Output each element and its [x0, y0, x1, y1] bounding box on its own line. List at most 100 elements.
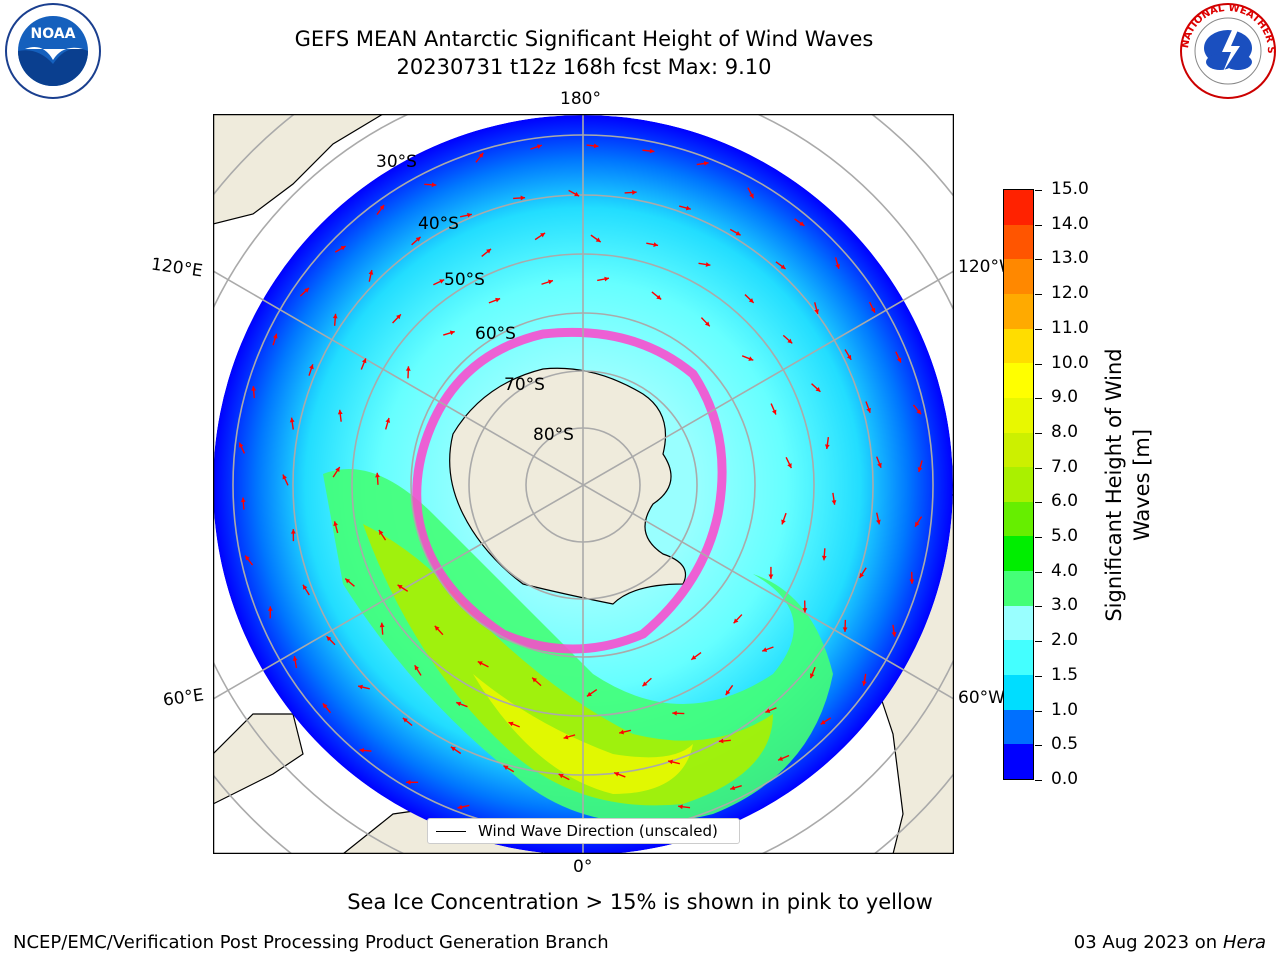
- wind-arrow-head: [536, 144, 542, 149]
- wind-arrow-head: [563, 734, 569, 740]
- wind-arrow-head: [326, 636, 332, 642]
- wind-arrow-head: [619, 729, 625, 735]
- wind-arrow-head: [870, 307, 876, 313]
- wind-arrow-head: [656, 294, 662, 300]
- wind-arrow-head: [691, 655, 697, 660]
- wind-arrow-head: [302, 584, 308, 590]
- wind-arrow-head: [379, 204, 385, 210]
- colorbar: [1003, 189, 1034, 780]
- colorbar-tick: [1035, 224, 1042, 226]
- wind-arrow-head: [842, 627, 848, 632]
- wind-arrow-head: [358, 684, 363, 690]
- wind-arrow-head: [831, 500, 837, 505]
- lon-label-0: 0°: [573, 857, 593, 877]
- wind-arrow-head: [345, 578, 351, 584]
- wind-arrow-head: [748, 298, 754, 303]
- wind-arrow-head: [586, 691, 592, 697]
- wind-arrow-head: [415, 236, 421, 242]
- colorbar-segment: [1004, 674, 1033, 710]
- legend-label: Wind Wave Direction (unscaled): [478, 822, 718, 840]
- wind-arrow-head: [239, 442, 244, 448]
- wind-arrow-head: [240, 497, 246, 503]
- colorbar-tick: [1035, 190, 1042, 191]
- lat-label-70s: 70°S: [504, 375, 545, 395]
- wind-arrow-head: [508, 721, 514, 727]
- lon-label-120w: 120°W: [958, 257, 1004, 277]
- wind-arrow-head: [397, 584, 403, 590]
- sea-ice-ring: [412, 327, 727, 654]
- wind-arrow-head: [414, 665, 420, 671]
- colorbar-tick: [1035, 294, 1042, 296]
- wind-arrow-head: [768, 574, 774, 579]
- wind-arrow-head: [251, 386, 257, 391]
- wind-arrow-head: [574, 191, 580, 197]
- wind-arrow-head: [439, 279, 445, 284]
- wind-arrow-head: [450, 746, 456, 752]
- lat-label-40s: 40°S: [418, 214, 459, 234]
- colorbar-tick-label: 0.0: [1051, 769, 1079, 789]
- polar-map: [213, 114, 954, 854]
- wind-arrow-head: [332, 313, 338, 319]
- wind-arrow-head: [814, 309, 819, 314]
- colorbar-tick: [1035, 363, 1042, 365]
- wind-arrow-head: [337, 409, 343, 415]
- antarctica-land: [449, 367, 687, 605]
- wind-arrow-head: [780, 264, 786, 269]
- colorbar-segment: [1004, 397, 1033, 433]
- colorbar-label: Significant Height of Wind Waves [m]: [1100, 348, 1156, 621]
- wind-arrow-head: [916, 409, 922, 415]
- wind-arrow-head: [503, 765, 509, 770]
- wind-arrow-head: [520, 195, 526, 201]
- wind-arrow-head: [361, 358, 367, 364]
- wind-arrow-head: [540, 232, 546, 238]
- colorbar-segment: [1004, 570, 1033, 606]
- map-legend: Wind Wave Direction (unscaled): [427, 818, 740, 844]
- wind-arrow-head: [846, 354, 852, 360]
- colorbar-tick-label: 1.5: [1051, 664, 1079, 685]
- wind-arrow-head: [862, 680, 867, 686]
- wind-arrow-head: [405, 366, 411, 371]
- colorbar-tick-label: 12.0: [1051, 283, 1089, 304]
- colorbar-label-line2: Waves [m]: [1130, 428, 1154, 542]
- colorbar-segment: [1004, 258, 1033, 294]
- wind-arrow-head: [749, 193, 754, 199]
- wind-arrow-head: [359, 748, 365, 753]
- colorbar-tick-label: 6.0: [1051, 491, 1079, 512]
- colorbar-tick: [1035, 745, 1042, 747]
- wind-arrow-head: [748, 356, 754, 361]
- wind-arrow-head: [815, 387, 821, 392]
- wind-arrow-head: [267, 606, 273, 611]
- wind-arrow-head: [322, 703, 328, 709]
- wind-arrow-head: [333, 521, 338, 527]
- wind-arrow-head: [705, 262, 711, 267]
- wind-arrow-head: [733, 618, 739, 624]
- wind-arrow-head: [781, 519, 786, 525]
- wind-arrow-head: [548, 279, 553, 285]
- wind-arrow-head: [632, 190, 637, 195]
- wind-arrow-head: [704, 321, 710, 327]
- colorbar-tick-label: 9.0: [1051, 387, 1079, 408]
- wind-arrow-head: [449, 330, 455, 336]
- australia-land: [213, 114, 385, 225]
- colorbar-segment: [1004, 535, 1033, 572]
- wind-arrow-head: [809, 673, 815, 679]
- wind-arrow-head: [304, 287, 310, 293]
- wind-arrow-head: [799, 221, 805, 226]
- wind-arrow-head: [824, 444, 830, 449]
- colorbar-tick-label: 11.0: [1051, 317, 1089, 338]
- wind-arrow-head: [385, 417, 391, 423]
- wind-arrow-head: [835, 263, 840, 269]
- chart-subtitle: 20230731 t12z 168h fcst Max: 9.10: [396, 55, 772, 79]
- wind-arrow-head: [289, 417, 295, 423]
- colorbar-tick-label: 14.0: [1051, 213, 1089, 234]
- wind-arrow-head: [434, 625, 440, 631]
- wind-arrow-head: [876, 519, 881, 525]
- wind-arrow-head: [859, 572, 865, 578]
- wind-arrow-head: [787, 463, 792, 469]
- wind-arrow-head: [668, 759, 673, 765]
- wind-arrow-head: [273, 333, 278, 339]
- wind-arrow-head: [379, 622, 385, 628]
- wind-arrow-head: [595, 237, 601, 243]
- legend-line-icon: [436, 831, 466, 832]
- lon-label-120e: 120°E: [149, 254, 204, 282]
